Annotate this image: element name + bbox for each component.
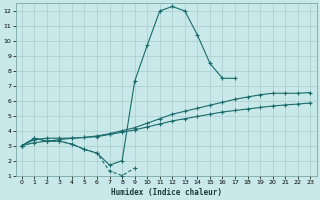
X-axis label: Humidex (Indice chaleur): Humidex (Indice chaleur)	[110, 188, 221, 197]
